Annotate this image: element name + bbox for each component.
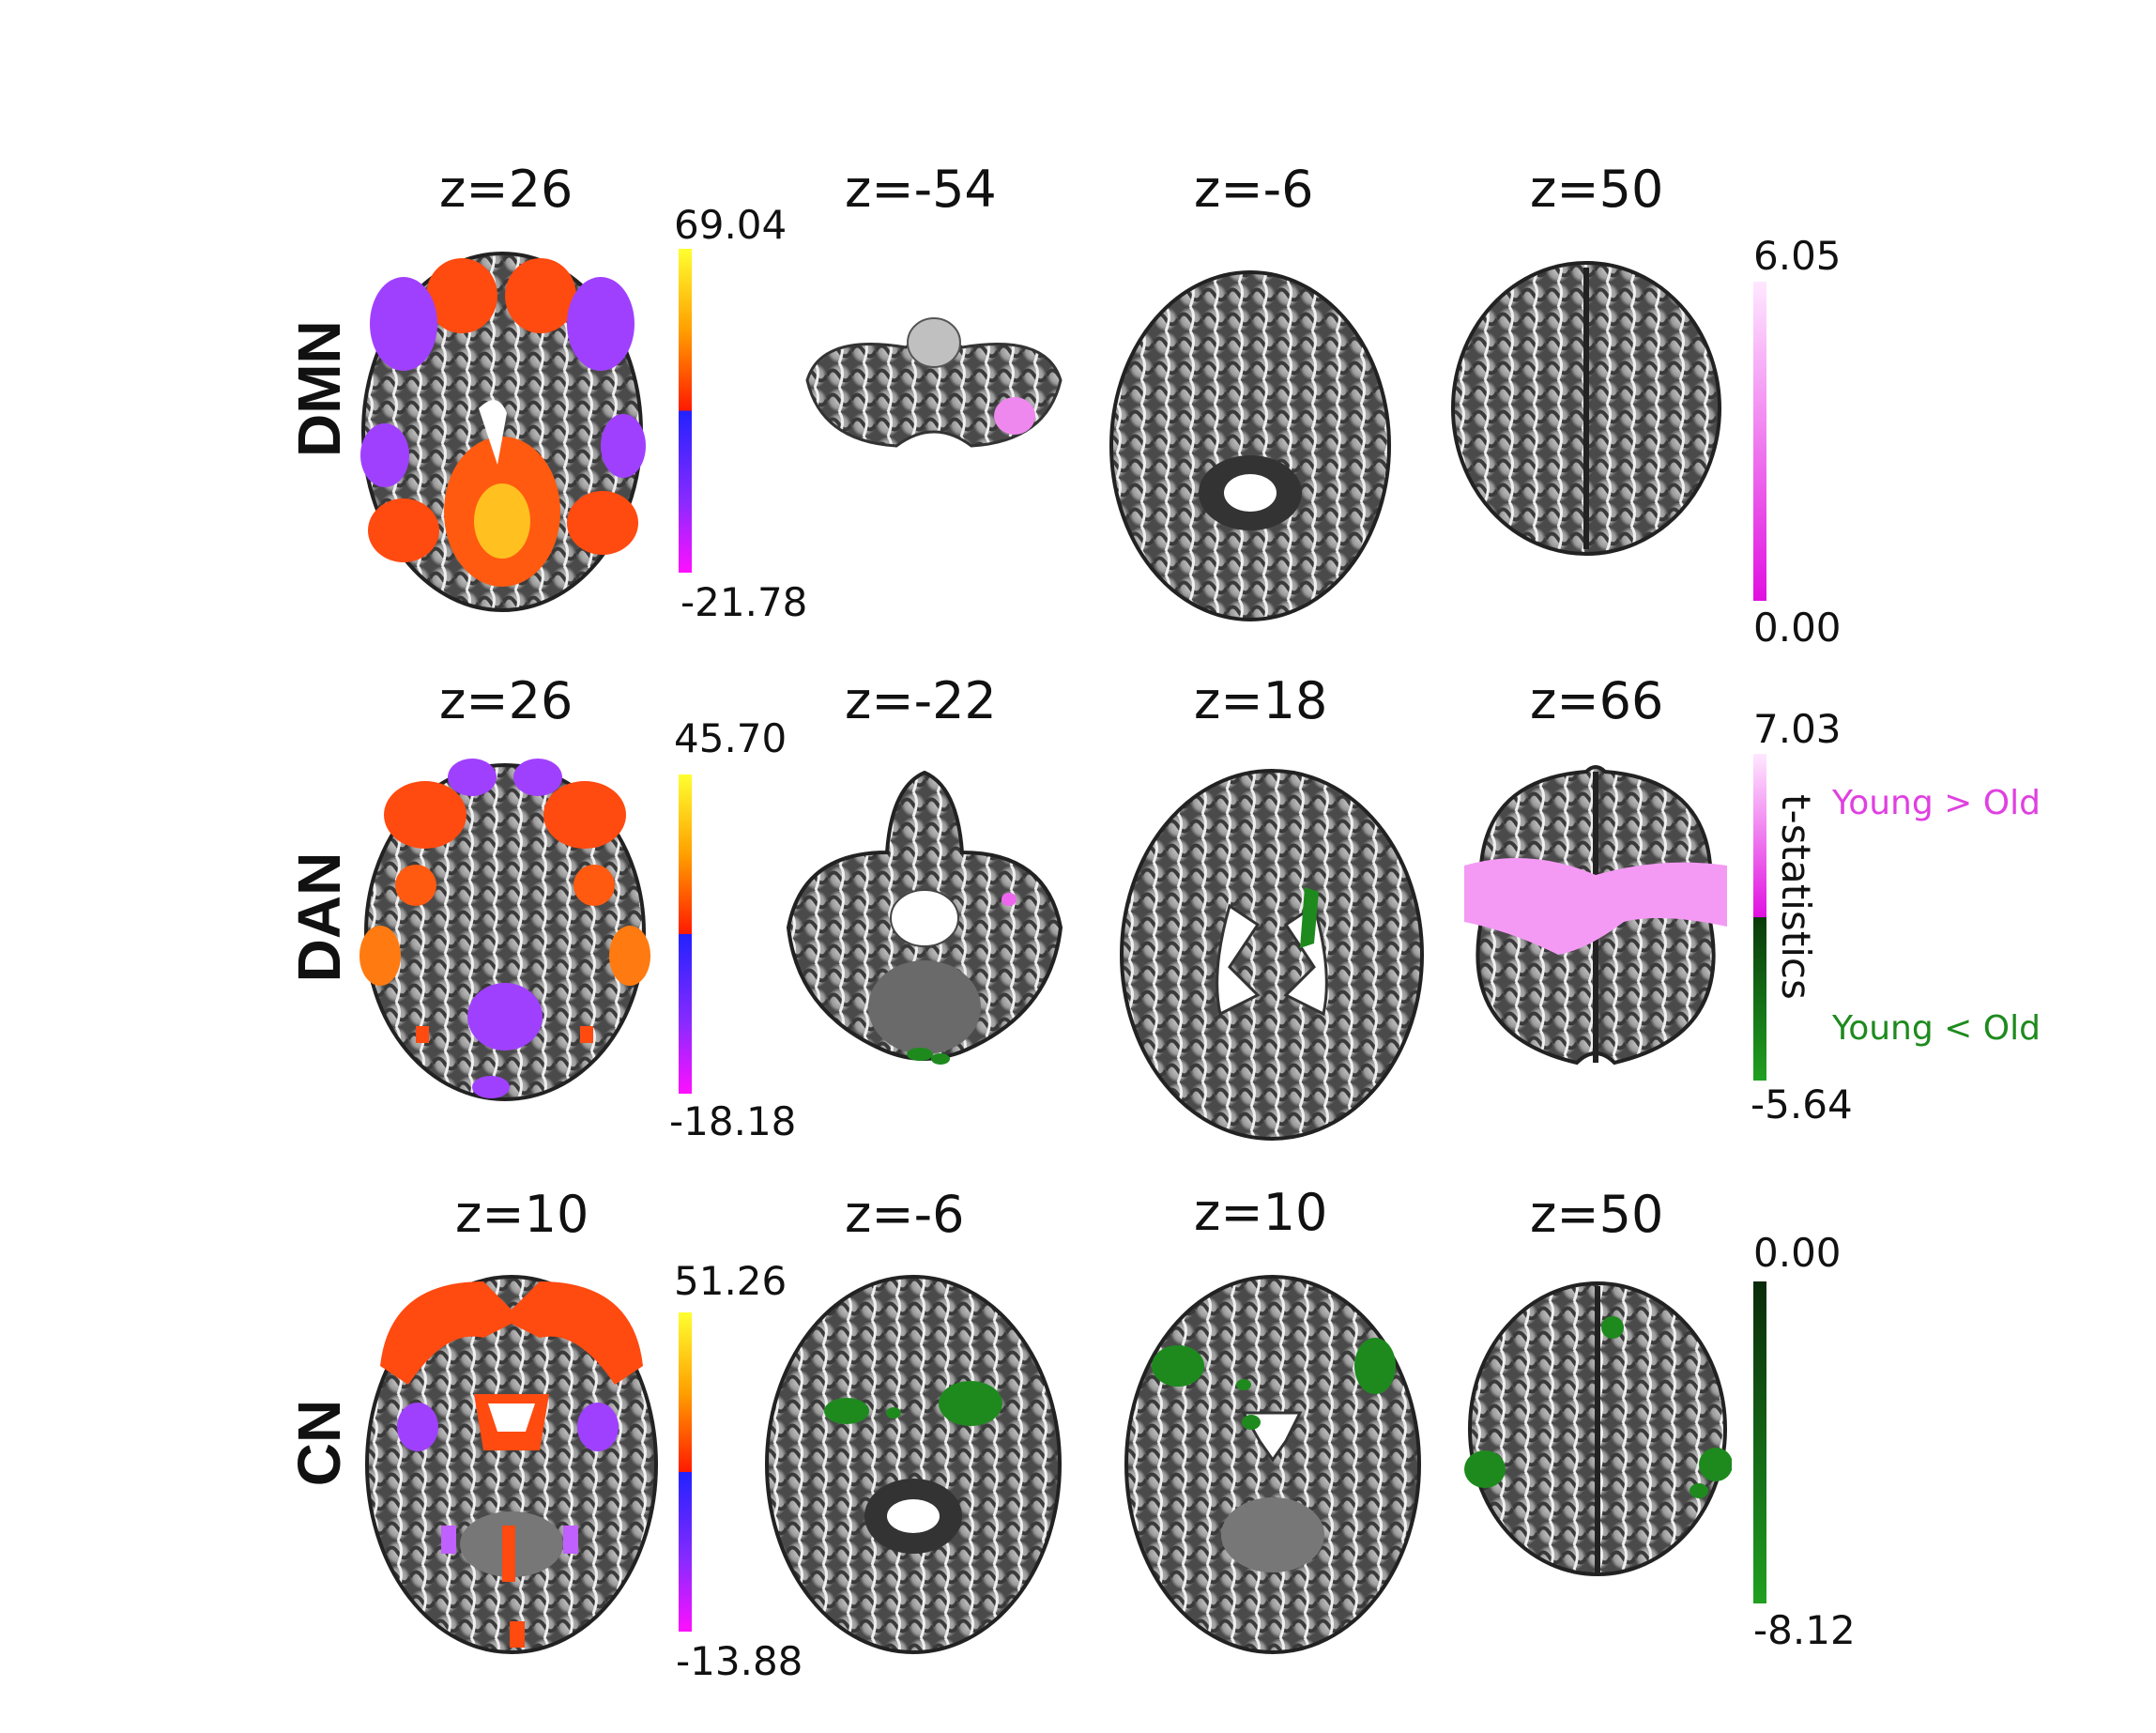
brain-slice [1120,769,1424,1141]
brain-slice-network-map [365,1275,658,1654]
row-label-dan: DAN [285,851,353,983]
colorbar-max-label: 69.04 [674,202,787,248]
tstat-max-label: 6.05 [1753,233,1842,279]
slice-label: z=50 [1530,160,1664,219]
brain-slice [1464,765,1727,1066]
tstat-axis-label: t-statistics [1773,794,1819,1000]
slice-label: z=-6 [845,1185,965,1244]
colorbar-min-label: -13.88 [676,1638,803,1684]
brain-slice [1124,1275,1421,1654]
legend-young-lt-old: Young < Old [1832,1009,2041,1048]
legend-young-gt-old: Young > Old [1832,784,2041,822]
tstat-max-label: 0.00 [1753,1230,1842,1276]
brain-slice [1464,1281,1732,1576]
slice-label: z=66 [1530,671,1664,730]
brain-slice [805,317,1063,448]
slice-label: z=50 [1530,1185,1664,1244]
row-label-cn: CN [285,1399,353,1487]
slice-label: z=-54 [845,160,997,219]
row-label-dmn: DMN [285,320,353,457]
slice-label: z=-6 [1194,160,1314,219]
colorbar-max-label: 51.26 [674,1258,787,1304]
tstat-colorbar [1753,754,1766,1081]
tstat-max-label: 7.03 [1753,706,1842,752]
brain-slice-network-map [360,252,646,612]
network-colorbar [679,1312,692,1632]
brain-slice [1109,270,1391,621]
slice-label: z=18 [1194,671,1328,730]
colorbar-min-label: -21.78 [680,579,808,625]
tstat-colorbar [1753,282,1766,601]
slice-label: z=26 [439,160,573,219]
brain-slice [1451,261,1721,556]
colorbar-max-label: 45.70 [674,715,787,761]
brain-slice [765,1275,1062,1654]
tstat-min-label: -8.12 [1753,1607,1856,1653]
brain-slice-network-map [359,759,650,1101]
brain-slice [786,770,1063,1065]
colorbar-min-label: -18.18 [669,1098,797,1144]
slice-label: z=26 [439,671,573,730]
slice-label: z=-22 [845,671,997,730]
slice-label: z=10 [455,1185,589,1244]
network-colorbar [679,249,692,573]
tstat-colorbar [1753,1281,1766,1603]
network-colorbar [679,774,692,1094]
slice-label: z=10 [1194,1183,1328,1242]
tstat-min-label: 0.00 [1753,605,1842,651]
tstat-min-label: -5.64 [1751,1081,1853,1127]
